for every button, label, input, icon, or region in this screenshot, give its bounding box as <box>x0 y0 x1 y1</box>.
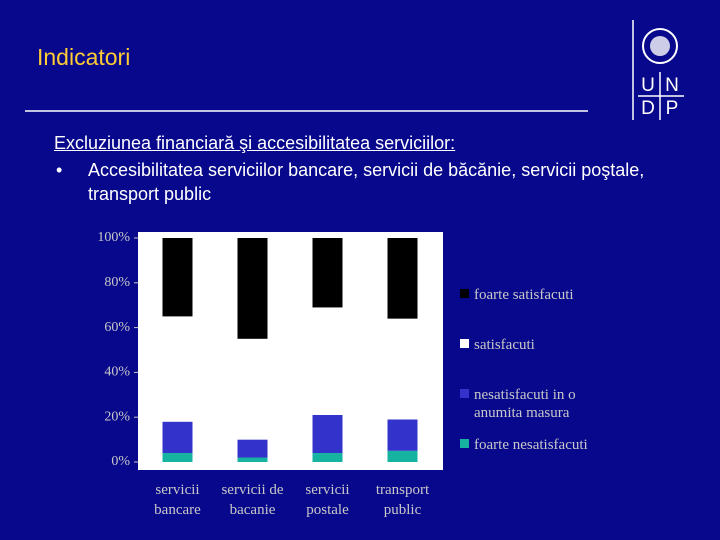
heading: Excluziunea financiară şi accesibilitate… <box>54 133 456 153</box>
bar-segment <box>237 457 268 462</box>
bar-segment <box>312 307 343 415</box>
slide-title: Indicatori <box>37 44 131 70</box>
legend-swatch <box>460 289 469 298</box>
logo-letter: U <box>641 75 655 96</box>
bar-segment <box>162 316 193 422</box>
x-tick-label: servicii postale <box>305 482 350 518</box>
bar-segment <box>387 450 418 462</box>
legend-label: foarte nesatisfacuti <box>474 437 588 453</box>
y-tick-label: 80% <box>104 275 130 290</box>
bullet: Accesibilitatea serviciilor bancare, ser… <box>54 158 673 206</box>
legend-swatch <box>460 339 469 348</box>
x-tick-label: transport public <box>375 482 430 518</box>
bar-segment <box>387 238 418 319</box>
x-tick-label: servicii bancare <box>154 482 201 518</box>
legend-label: nesatisfacuti in o anumita masura <box>474 387 576 421</box>
bar-segment <box>162 421 193 454</box>
bar-segment <box>237 439 268 458</box>
bar-segment <box>312 453 343 462</box>
logo: U N D P <box>632 20 684 120</box>
y-tick-label: 20% <box>104 409 130 424</box>
bar-segment <box>162 453 193 462</box>
bar-segment <box>162 238 193 317</box>
legend-swatch <box>460 439 469 448</box>
logo-letter: D <box>641 98 655 119</box>
legend-swatch <box>460 389 469 398</box>
bar-segment <box>237 338 268 440</box>
y-tick-label: 40% <box>104 365 130 380</box>
legend-label: satisfacuti <box>474 337 535 353</box>
bar-segment <box>387 318 418 420</box>
bar-segment <box>237 238 268 339</box>
bullet-list: Accesibilitatea serviciilor bancare, ser… <box>54 158 673 206</box>
logo-letter: N <box>665 75 679 96</box>
bar-segment <box>312 414 343 454</box>
logo-letter: P <box>666 98 679 119</box>
legend-label: foarte satisfacuti <box>474 287 574 303</box>
bar-segment <box>312 238 343 308</box>
bar-segment <box>387 419 418 451</box>
y-tick-label: 100% <box>97 230 130 245</box>
x-tick-label: servicii de bacanie <box>221 482 284 518</box>
y-tick-label: 0% <box>111 454 130 469</box>
y-tick-label: 60% <box>104 320 130 335</box>
